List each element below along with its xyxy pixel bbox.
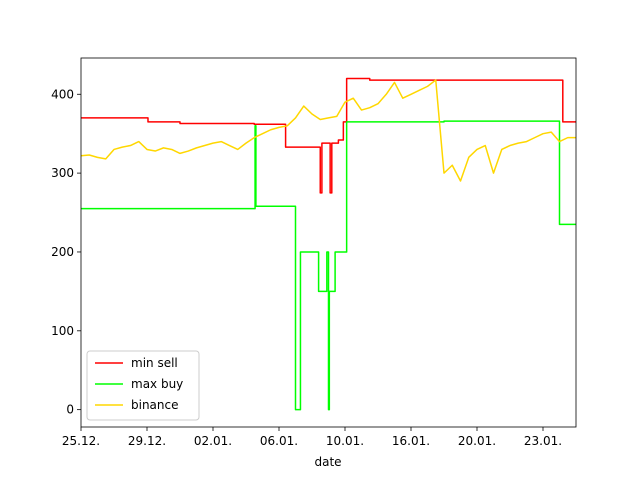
axes-frame (80, 57, 577, 428)
x-tick-label: 06.01. (260, 434, 298, 448)
x-tick-label: 23.01. (524, 434, 562, 448)
y-tick-label: 400 (51, 87, 74, 101)
y-tick-label: 300 (51, 166, 74, 180)
plot-area (80, 77, 576, 411)
x-tick-label: 10.01. (326, 434, 364, 448)
x-tick-label: 25.12. (62, 434, 100, 448)
series-line (81, 120, 576, 411)
x-tick-label: 02.01. (194, 434, 232, 448)
x-tick-label: 29.12. (128, 434, 166, 448)
legend-label: max buy (131, 377, 183, 391)
legend-label: binance (131, 398, 179, 412)
x-axis-label: date (314, 455, 341, 469)
x-tick-label: 20.01. (458, 434, 496, 448)
x-tick-label: 16.01. (392, 434, 430, 448)
y-tick-label: 200 (51, 245, 74, 259)
series-line (80, 79, 576, 182)
legend-box (86, 350, 200, 421)
legend-label: min sell (131, 356, 178, 370)
y-tick-label: 0 (66, 403, 74, 417)
y-tick-label: 100 (51, 324, 74, 338)
series-line (81, 77, 576, 194)
